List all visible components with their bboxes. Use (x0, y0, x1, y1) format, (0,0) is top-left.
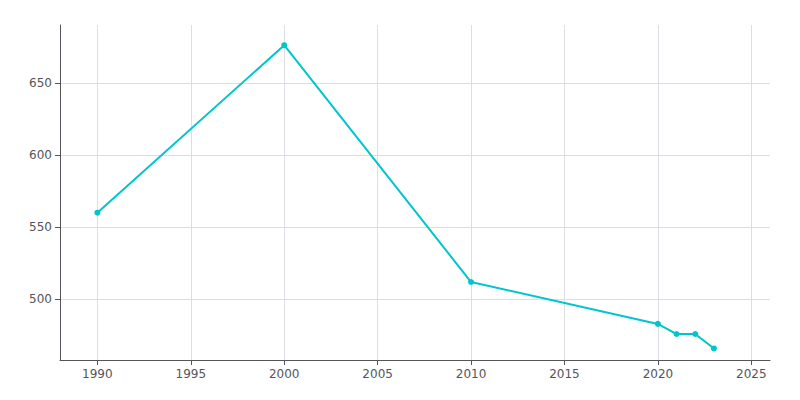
svg-text:2015: 2015 (549, 367, 580, 381)
svg-text:2005: 2005 (362, 367, 393, 381)
svg-text:650: 650 (29, 76, 52, 90)
svg-text:2010: 2010 (456, 367, 487, 381)
svg-text:2020: 2020 (643, 367, 674, 381)
svg-text:2000: 2000 (269, 367, 300, 381)
svg-text:1995: 1995 (176, 367, 207, 381)
svg-text:500: 500 (29, 292, 52, 306)
svg-text:550: 550 (29, 220, 52, 234)
svg-text:2025: 2025 (736, 367, 767, 381)
svg-text:600: 600 (29, 148, 52, 162)
svg-text:1990: 1990 (82, 367, 113, 381)
